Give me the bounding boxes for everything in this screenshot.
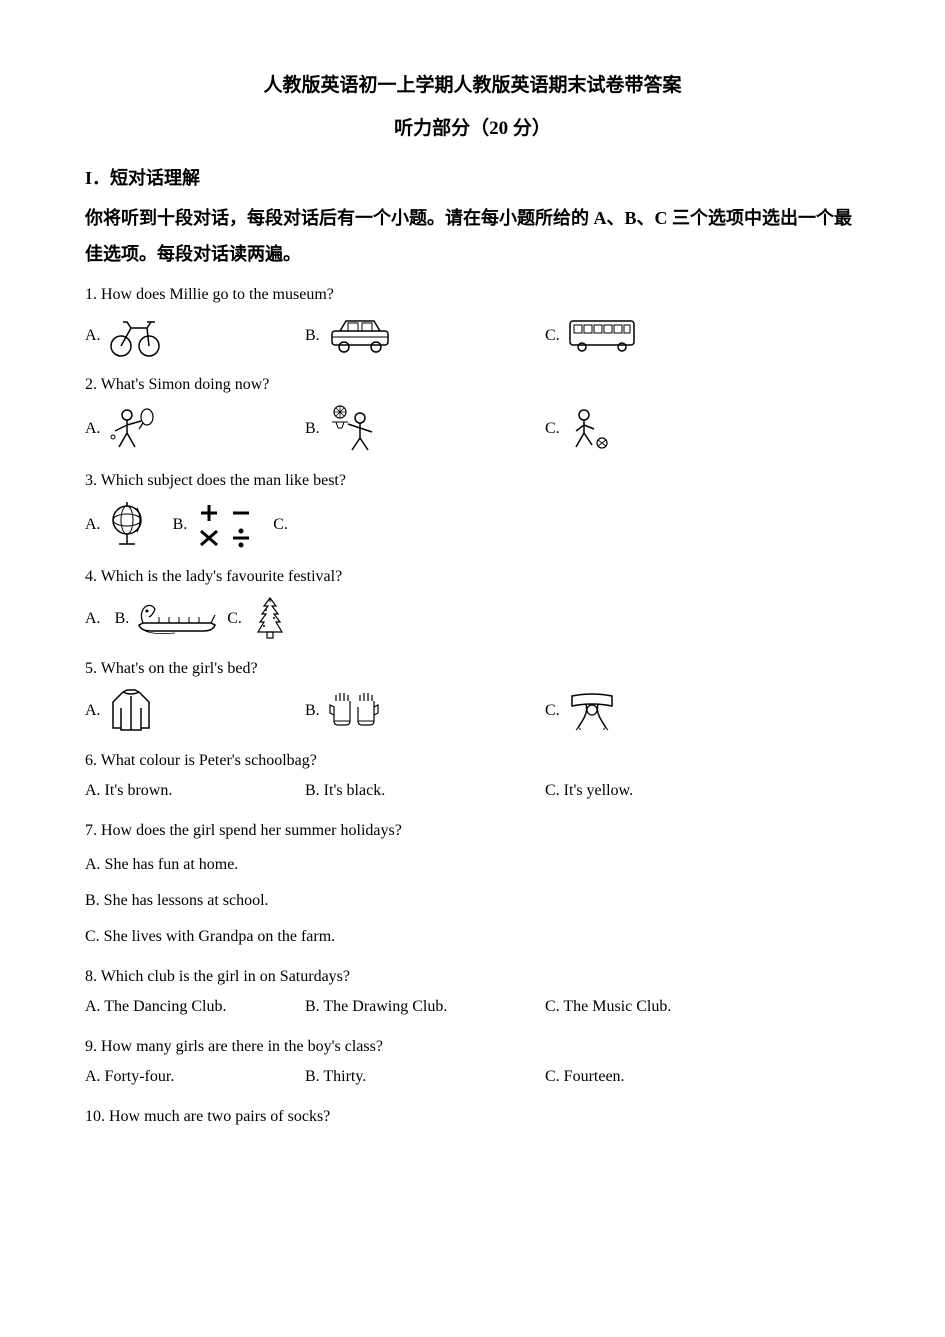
- christmas-tree-icon: [248, 596, 292, 642]
- option-label: B.: [305, 420, 320, 438]
- option-label: B.: [305, 702, 320, 720]
- option-label: A.: [85, 420, 101, 438]
- option-label: C.: [545, 420, 560, 438]
- document-title: 人教版英语初一上学期人教版英语期末试卷带答案: [85, 70, 860, 97]
- option-6a: A. It's brown.: [85, 782, 305, 800]
- option-label: C.: [227, 610, 242, 628]
- option-7b: B. She has lessons at school.: [85, 892, 860, 910]
- option-8c: C. The Music Club.: [545, 998, 745, 1016]
- question-8-text: 8. Which club is the girl in on Saturday…: [85, 968, 860, 986]
- option-label: A.: [85, 516, 101, 534]
- option-2c: C.: [545, 407, 745, 451]
- option-7c: C. She lives with Grandpa on the farm.: [85, 928, 860, 946]
- question-6-text: 6. What colour is Peter's schoolbag?: [85, 752, 860, 770]
- option-6c: C. It's yellow.: [545, 782, 745, 800]
- gloves-icon: [326, 691, 382, 731]
- question-8-options: A. The Dancing Club. B. The Drawing Club…: [85, 998, 860, 1016]
- question-4-options: A. B. C.: [85, 596, 860, 642]
- question-2-text: 2. What's Simon doing now?: [85, 376, 860, 394]
- question-10-text: 10. How much are two pairs of socks?: [85, 1108, 860, 1126]
- option-5c: C.: [545, 690, 745, 732]
- option-label: B.: [115, 610, 130, 628]
- car-icon: [326, 317, 394, 355]
- option-1c: C.: [545, 319, 745, 353]
- option-5b: B.: [305, 691, 545, 731]
- option-9a: A. Forty-four.: [85, 1068, 305, 1086]
- option-3a: A.: [85, 500, 149, 550]
- soccer-icon: [566, 407, 612, 451]
- section-title-listening: 听力部分（20 分）: [85, 113, 860, 140]
- option-3c: C.: [273, 516, 294, 534]
- option-4c: C.: [227, 596, 292, 642]
- question-9-text: 9. How many girls are there in the boy's…: [85, 1038, 860, 1056]
- question-3-options: A. B. C.: [85, 500, 860, 550]
- option-8a: A. The Dancing Club.: [85, 998, 305, 1016]
- option-4b: B.: [115, 601, 220, 637]
- option-label: C.: [273, 516, 288, 534]
- math-icon: [193, 501, 257, 549]
- option-4a: A.: [85, 610, 107, 628]
- option-8b: B. The Drawing Club.: [305, 998, 545, 1016]
- option-1a: A.: [85, 314, 305, 358]
- option-2a: A.: [85, 407, 305, 451]
- option-label: A.: [85, 327, 101, 345]
- tennis-icon: [107, 407, 159, 451]
- dragon-boat-icon: [135, 601, 219, 637]
- option-9b: B. Thirty.: [305, 1068, 545, 1086]
- option-label: A.: [85, 610, 101, 628]
- question-9-options: A. Forty-four. B. Thirty. C. Fourteen.: [85, 1068, 860, 1086]
- bus-icon: [566, 319, 638, 353]
- option-3b: B.: [173, 501, 258, 549]
- bicycle-icon: [107, 314, 163, 358]
- option-2b: B.: [305, 404, 545, 454]
- option-label: C.: [545, 327, 560, 345]
- question-1-options: A. B. C.: [85, 314, 860, 358]
- option-9c: C. Fourteen.: [545, 1068, 745, 1086]
- question-7-text: 7. How does the girl spend her summer ho…: [85, 822, 860, 840]
- option-label: A.: [85, 702, 101, 720]
- option-5a: A.: [85, 688, 305, 734]
- question-1-text: 1. How does Millie go to the museum?: [85, 286, 860, 304]
- question-5-options: A. B. C.: [85, 688, 860, 734]
- section-header: I．短对话理解: [85, 164, 860, 190]
- question-6-options: A. It's brown. B. It's black. C. It's ye…: [85, 782, 860, 800]
- question-3-text: 3. Which subject does the man like best?: [85, 472, 860, 490]
- option-6b: B. It's black.: [305, 782, 545, 800]
- basketball-icon: [326, 404, 382, 454]
- option-7a: A. She has fun at home.: [85, 856, 860, 874]
- scarf-icon: [566, 690, 620, 732]
- option-1b: B.: [305, 317, 545, 355]
- option-label: B.: [173, 516, 188, 534]
- option-label: C.: [545, 702, 560, 720]
- globe-icon: [107, 500, 149, 550]
- question-5-text: 5. What's on the girl's bed?: [85, 660, 860, 678]
- instructions-text: 你将听到十段对话，每段对话后有一个小题。请在每小题所给的 A、B、C 三个选项中…: [85, 200, 860, 272]
- option-label: B.: [305, 327, 320, 345]
- question-4-text: 4. Which is the lady's favourite festiva…: [85, 568, 860, 586]
- question-2-options: A. B. C.: [85, 404, 860, 454]
- jacket-icon: [107, 688, 155, 734]
